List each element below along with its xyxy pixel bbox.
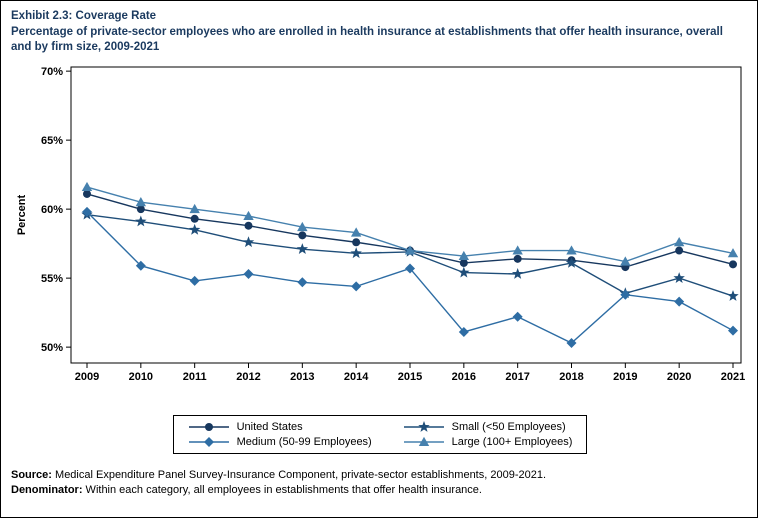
svg-text:2016: 2016	[452, 371, 476, 383]
svg-text:2020: 2020	[667, 371, 691, 383]
star-marker-icon	[403, 420, 444, 432]
denominator-label: Denominator:	[11, 483, 83, 496]
svg-text:2017: 2017	[505, 371, 529, 383]
series-medium-50-99-employees	[82, 206, 738, 348]
triangle-marker-icon	[403, 436, 444, 446]
source-label: Source:	[11, 468, 52, 481]
diamond-marker-icon	[188, 436, 229, 447]
legend-item-medium-50-99-employees: Medium (50-99 Employees)	[188, 435, 393, 449]
legend-item-large-100-employees: Large (100+ Employees)	[403, 435, 573, 449]
svg-text:2011: 2011	[183, 371, 207, 383]
title-block: Exhibit 2.3: Coverage Rate Percentage of…	[11, 9, 749, 55]
plot-frame	[70, 66, 742, 364]
svg-text:2013: 2013	[290, 371, 314, 383]
denominator-note: Denominator: Within each category, all e…	[11, 483, 749, 498]
exhibit-subtitle: Percentage of private-sector employees w…	[11, 25, 723, 53]
svg-text:60%: 60%	[41, 204, 63, 216]
svg-text:2010: 2010	[129, 371, 153, 383]
legend-item-united-states: United States	[188, 420, 393, 434]
y-axis-title: Percent	[16, 194, 28, 235]
source-note: Source: Medical Expenditure Panel Survey…	[11, 468, 749, 483]
x-axis: 2009 2010 2011 2012 2013 2014 2015 2016 2017 2018…	[75, 362, 745, 383]
svg-text:2009: 2009	[75, 371, 99, 383]
svg-text:2019: 2019	[613, 371, 637, 383]
svg-text:50%: 50%	[41, 342, 63, 354]
series-united-states	[83, 189, 737, 271]
svg-text:70%: 70%	[41, 66, 63, 78]
chart-legend: United States Small (<50 Employees) Medium…	[172, 414, 588, 454]
svg-text:65%: 65%	[41, 135, 63, 147]
footer-notes: Source: Medical Expenditure Panel Survey…	[11, 468, 749, 498]
legend-label: Large (100+ Employees)	[451, 435, 573, 448]
legend-item-small-50-employees: Small (<50 Employees)	[403, 420, 573, 434]
source-text: Medical Expenditure Panel Survey-Insuran…	[51, 468, 547, 481]
series-large-100-employees	[81, 181, 739, 266]
y-axis: 50% 55% 60% 65% 70% Percent	[16, 66, 71, 354]
svg-text:2021: 2021	[721, 371, 745, 383]
svg-text:55%: 55%	[41, 273, 63, 285]
denominator-text: Within each category, all employees in e…	[82, 483, 482, 496]
exhibit-title: Exhibit 2.3: Coverage Rate	[11, 10, 157, 22]
legend-label: Small (<50 Employees)	[451, 420, 566, 433]
svg-text:2012: 2012	[236, 371, 260, 383]
svg-text:2014: 2014	[344, 371, 369, 383]
series-small-50-employees	[81, 208, 739, 301]
legend-label: United States	[236, 420, 303, 433]
legend-label: Medium (50-99 Employees)	[236, 435, 372, 448]
svg-text:2018: 2018	[559, 371, 583, 383]
svg-text:2015: 2015	[398, 371, 422, 383]
circle-marker-icon	[188, 422, 229, 431]
